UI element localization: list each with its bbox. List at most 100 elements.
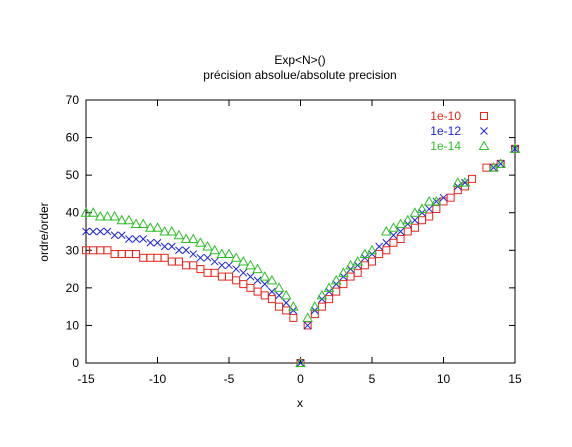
data-point: [210, 268, 219, 277]
data-point: [402, 214, 414, 225]
data-point: [260, 280, 269, 288]
data-point: [423, 195, 435, 206]
data-point: [130, 218, 142, 228]
data-point: [268, 287, 276, 296]
data-point: [189, 261, 198, 270]
data-point: [153, 238, 162, 247]
legend-label: 1e-14: [430, 139, 461, 153]
data-point: [425, 212, 434, 221]
x-axis-label: x: [297, 396, 303, 410]
data-point: [137, 218, 149, 228]
data-point: [174, 257, 183, 266]
data-point: [368, 257, 376, 266]
data-point: [468, 174, 477, 183]
data-point: [396, 227, 405, 236]
data-point: [430, 195, 442, 206]
data-point: [511, 144, 519, 153]
legend-label: 1e-12: [430, 124, 461, 138]
data-point: [411, 216, 419, 225]
data-point: [260, 291, 269, 300]
data-point: [109, 210, 120, 221]
series-1e-10: [82, 144, 519, 367]
data-point: [246, 283, 255, 292]
data-point: [446, 193, 455, 202]
series-1e-12: [82, 144, 519, 367]
data-point: [116, 214, 128, 225]
data-point: [110, 231, 119, 240]
data-point: [80, 207, 92, 217]
data-point: [166, 225, 178, 236]
data-point: [452, 177, 464, 187]
data-point: [232, 265, 241, 273]
data-point: [266, 274, 278, 285]
series-1e-14: [80, 143, 521, 367]
x-tick-label: 5: [369, 372, 376, 386]
data-point: [217, 272, 226, 281]
data-point: [432, 204, 441, 213]
y-tick-label: 50: [66, 168, 80, 182]
data-point: [223, 248, 235, 259]
data-point: [217, 261, 226, 270]
data-point: [117, 231, 126, 240]
data-point: [375, 242, 384, 251]
data-point: [280, 289, 292, 300]
data-point: [94, 210, 106, 221]
data-point: [196, 253, 205, 262]
data-point: [210, 257, 219, 266]
data-point: [96, 246, 105, 255]
legend-marker: [480, 127, 488, 135]
data-point: [303, 321, 312, 330]
data-point: [439, 197, 448, 206]
data-point: [153, 253, 162, 262]
x-tick-label: -15: [77, 372, 95, 386]
x-tick-label: 0: [297, 372, 304, 386]
data-point: [338, 267, 349, 277]
data-point: [139, 253, 148, 262]
data-point: [139, 235, 148, 243]
data-point: [103, 227, 112, 236]
x-tick-label: 10: [437, 372, 451, 386]
data-point: [246, 272, 255, 281]
data-point: [496, 160, 505, 168]
data-point: [187, 233, 199, 244]
data-point: [195, 237, 206, 247]
data-point: [89, 227, 98, 236]
data-point: [330, 274, 342, 285]
data-point: [461, 178, 469, 187]
data-point: [410, 223, 419, 232]
data-point: [418, 216, 427, 225]
data-point: [295, 357, 306, 367]
data-marks: [80, 143, 521, 367]
axis-ticks: -15 -10 -5 0 5 10 15 0 10 20 30 40 50 60 70: [66, 93, 522, 386]
data-point: [273, 282, 285, 292]
data-point: [252, 263, 263, 274]
data-point: [309, 301, 321, 311]
data-point: [146, 238, 155, 247]
data-point: [180, 233, 192, 244]
legend-label: 1e-10: [430, 109, 461, 123]
y-tick-label: 20: [66, 281, 80, 295]
data-point: [275, 291, 283, 300]
data-point: [173, 229, 185, 240]
data-point: [132, 250, 141, 259]
data-point: [146, 253, 155, 262]
data-point: [459, 177, 471, 187]
data-point: [159, 225, 171, 236]
legend-marker: [480, 112, 488, 120]
y-tick-label: 60: [66, 131, 80, 145]
data-point: [323, 282, 335, 292]
data-point: [382, 246, 391, 255]
data-point: [232, 276, 241, 285]
data-point: [389, 231, 398, 240]
data-point: [253, 276, 262, 285]
data-point: [267, 295, 276, 304]
data-point: [167, 242, 176, 251]
data-point: [216, 248, 228, 259]
data-point: [203, 253, 212, 262]
y-tick-label: 70: [66, 93, 80, 107]
data-point: [117, 250, 126, 259]
data-point: [282, 299, 291, 307]
data-point: [482, 163, 491, 172]
